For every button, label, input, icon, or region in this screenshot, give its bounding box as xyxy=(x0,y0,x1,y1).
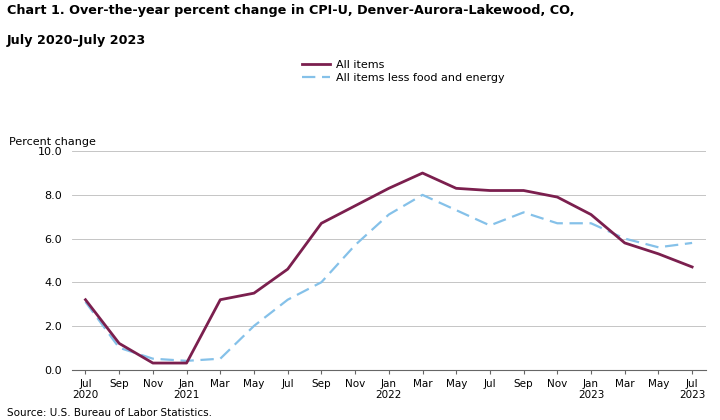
Text: Source: U.S. Bureau of Labor Statistics.: Source: U.S. Bureau of Labor Statistics. xyxy=(7,408,212,418)
Legend: All items, All items less food and energy: All items, All items less food and energ… xyxy=(302,60,504,83)
Text: July 2020–July 2023: July 2020–July 2023 xyxy=(7,34,146,47)
Text: Percent change: Percent change xyxy=(9,137,96,147)
Text: Chart 1. Over-the-year percent change in CPI-U, Denver-Aurora-Lakewood, CO,: Chart 1. Over-the-year percent change in… xyxy=(7,4,575,17)
